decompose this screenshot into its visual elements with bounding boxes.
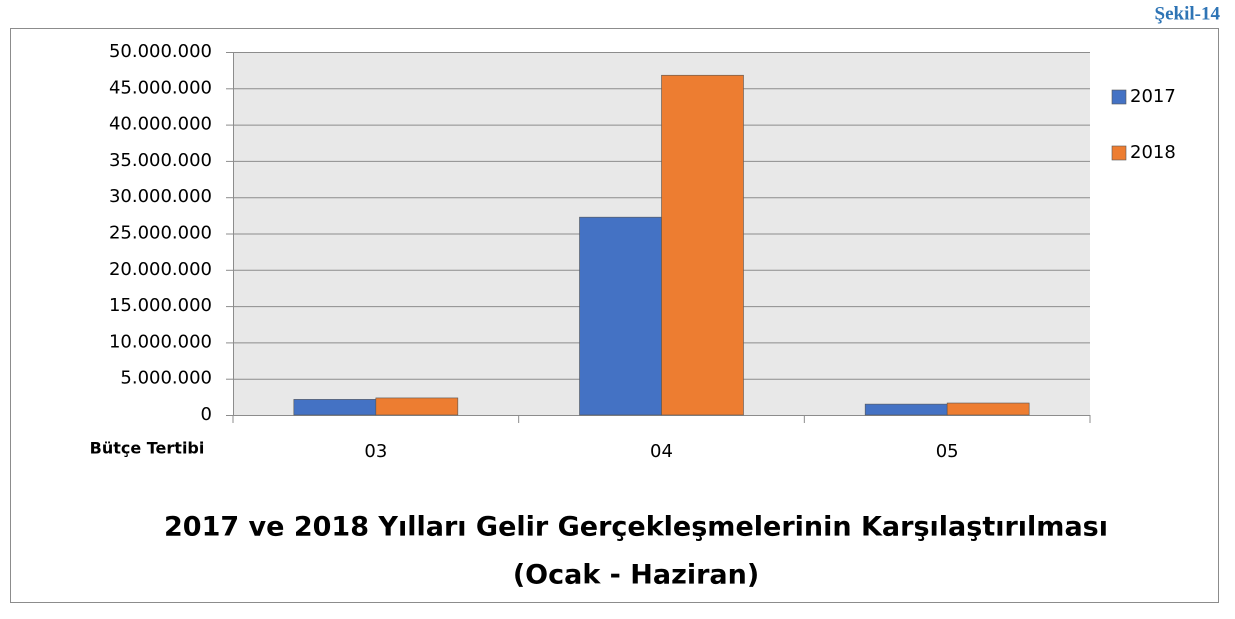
bar (661, 74, 744, 416)
chart-subtitle: (Ocak - Haziran) (513, 560, 759, 591)
y-tick-label: 10.000.000 (109, 331, 212, 352)
x-axis-label: Bütçe Tertibi (90, 439, 205, 458)
bar (293, 399, 377, 416)
y-tick-label: 50.000.000 (109, 41, 212, 62)
x-tick-label: 04 (650, 441, 673, 462)
bar (864, 403, 948, 416)
x-tick-label: 03 (364, 441, 387, 462)
bar (579, 216, 662, 416)
x-tick-label: 05 (936, 441, 959, 462)
y-tick-label: 5.000.000 (120, 368, 212, 389)
legend-swatch (1111, 89, 1127, 105)
y-tick-label: 35.000.000 (109, 150, 212, 171)
figure-label: Şekil-14 (1155, 3, 1221, 24)
y-tick-label: 40.000.000 (109, 114, 212, 135)
y-tick-label: 15.000.000 (109, 295, 212, 316)
bar (375, 397, 459, 416)
bar (946, 402, 1030, 416)
legend-label: 2017 (1130, 86, 1176, 107)
chart-title: 2017 ve 2018 Yılları Gelir Gerçekleşmele… (164, 512, 1108, 543)
y-tick-label: 0 (201, 404, 212, 425)
legend-swatch (1111, 145, 1127, 161)
y-tick-label: 30.000.000 (109, 186, 212, 207)
y-tick-label: 25.000.000 (109, 223, 212, 244)
y-tick-label: 20.000.000 (109, 259, 212, 280)
legend-label: 2018 (1130, 142, 1176, 163)
y-tick-label: 45.000.000 (109, 77, 212, 98)
